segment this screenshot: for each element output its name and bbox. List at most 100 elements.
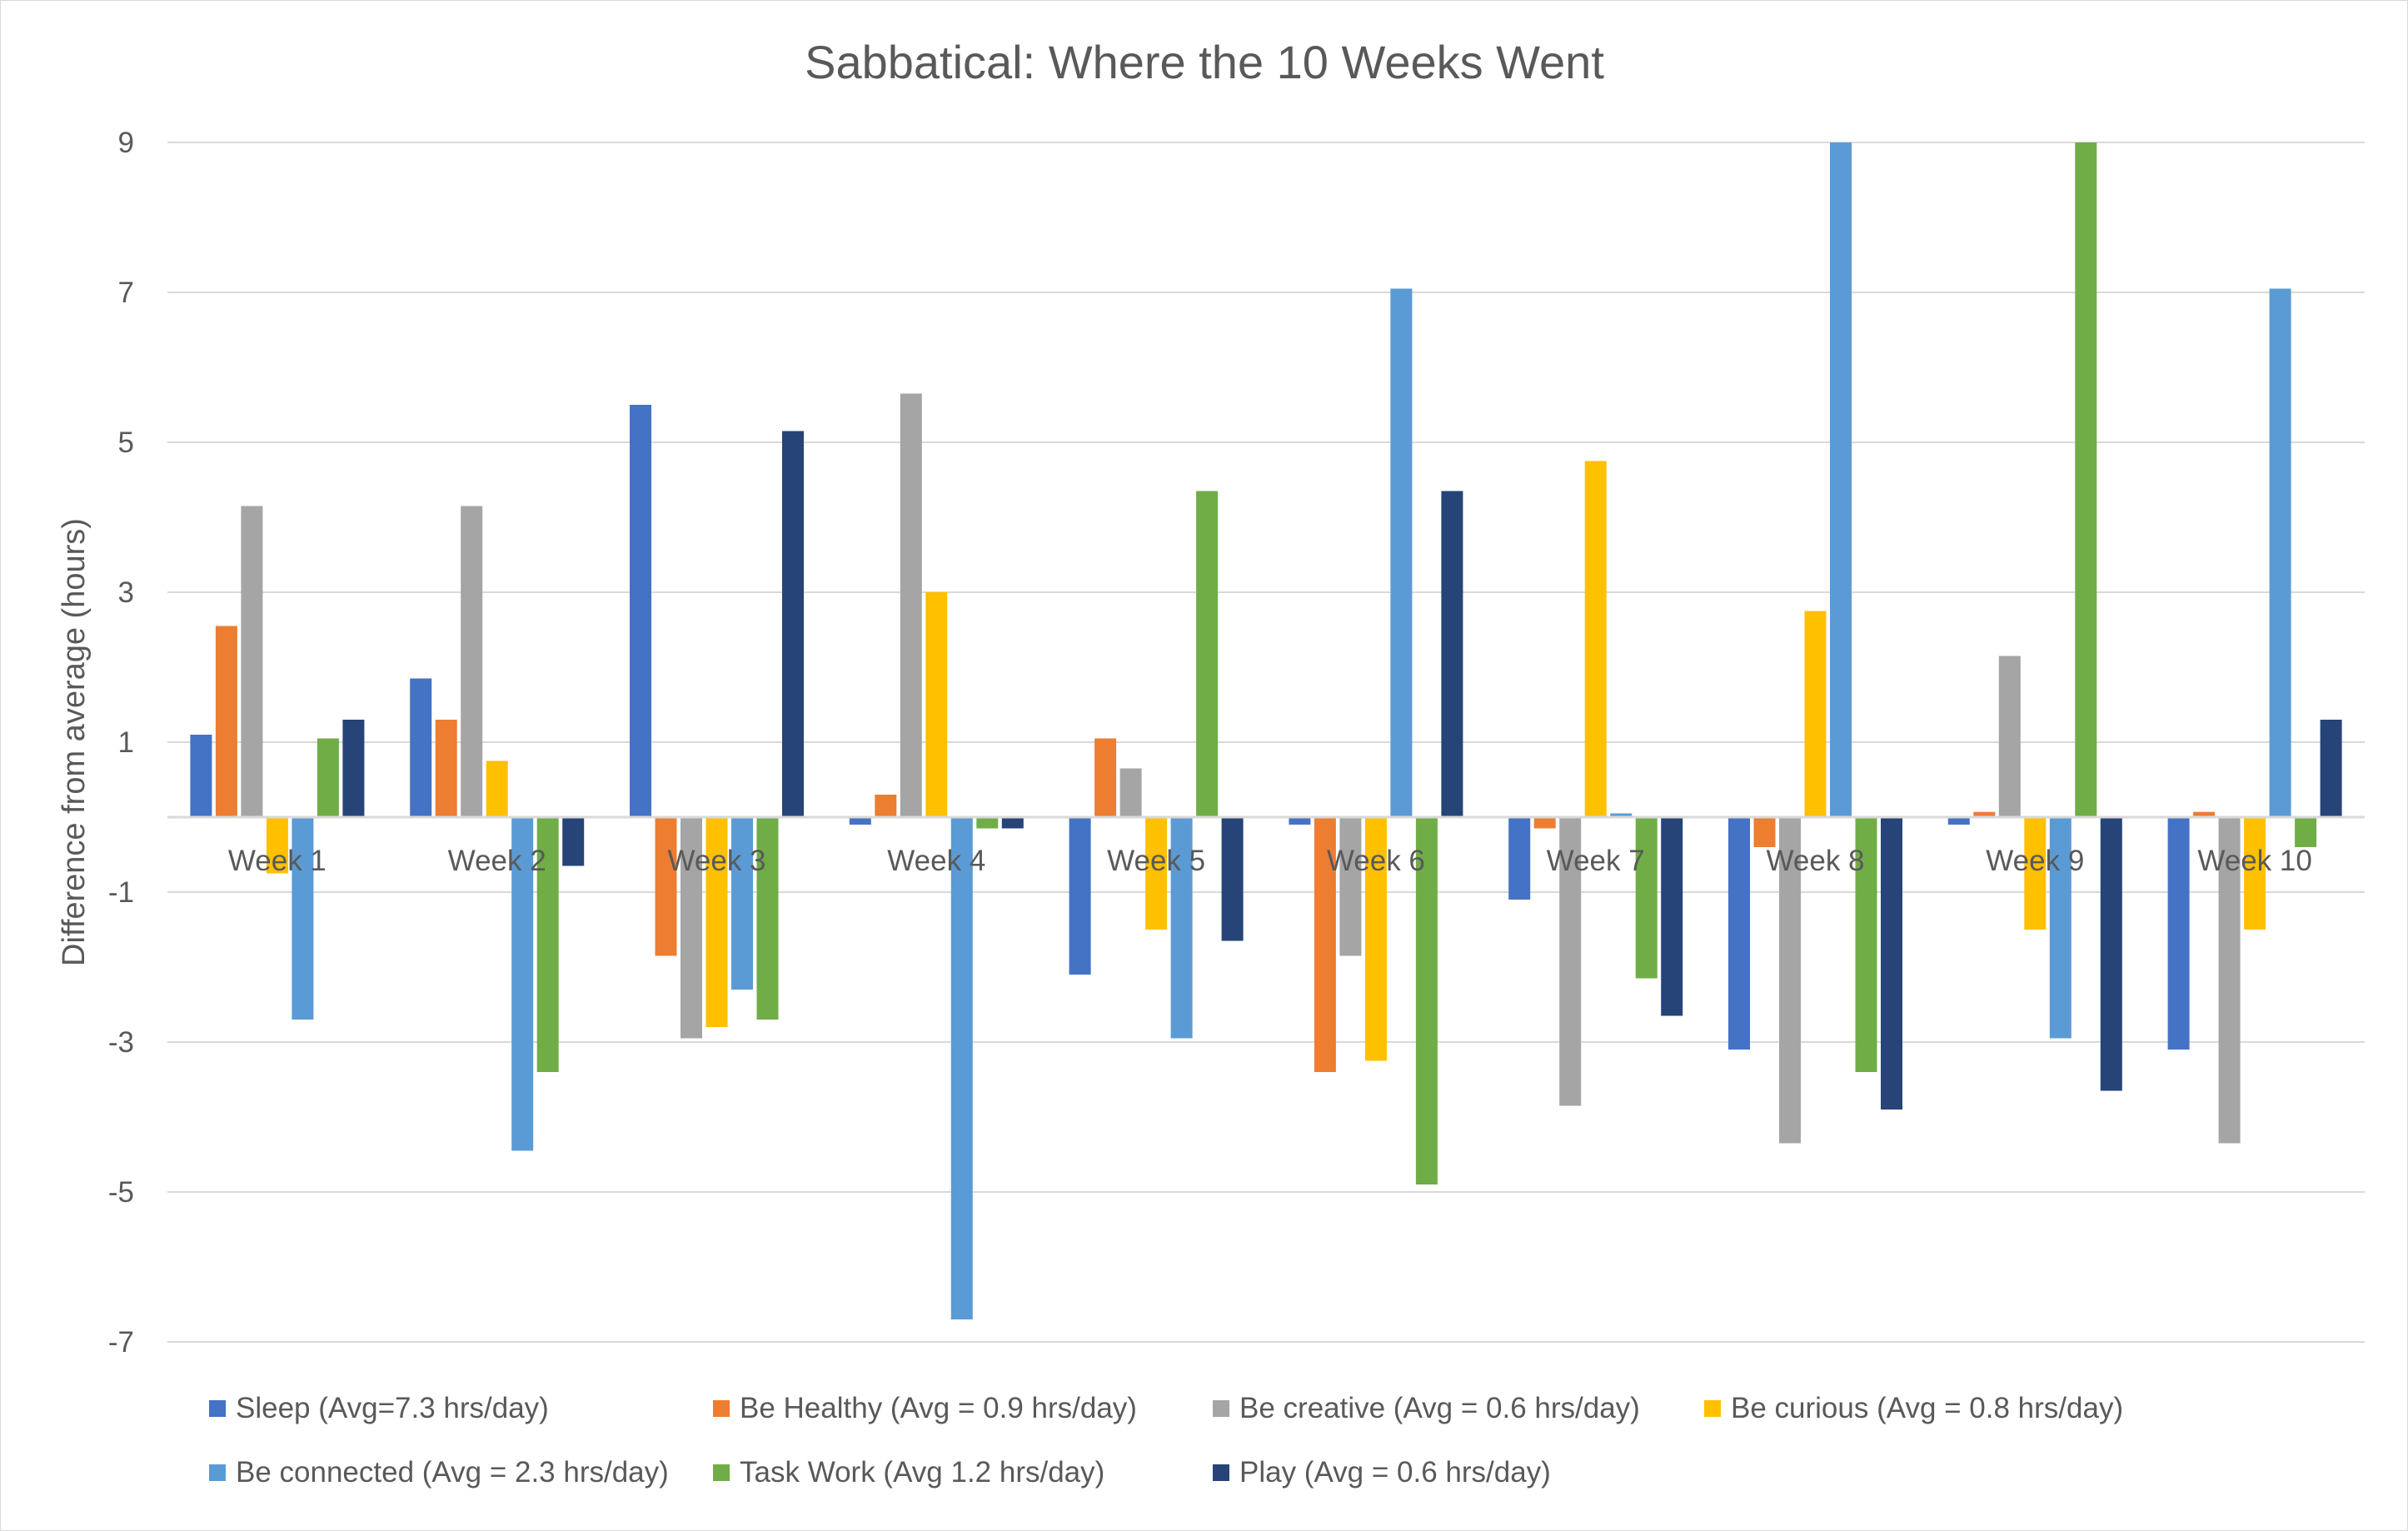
- x-tick-label: Week 8: [1766, 845, 1864, 877]
- x-tick-label: Week 2: [448, 845, 546, 877]
- legend-label: Task Work (Avg 1.2 hrs/day): [740, 1456, 1105, 1489]
- legend-item: Be Healthy (Avg = 0.9 hrs/day): [713, 1388, 1137, 1429]
- chart-legend: Sleep (Avg=7.3 hrs/day) Be Healthy (Avg =…: [209, 1388, 2341, 1513]
- bar: [266, 817, 288, 874]
- bar: [1196, 491, 1219, 817]
- bar: [2269, 288, 2291, 817]
- bar: [2218, 817, 2241, 1144]
- legend-item: Be curious (Avg = 0.8 hrs/day): [1704, 1388, 2123, 1429]
- bar: [705, 817, 728, 1027]
- bar: [1973, 811, 1996, 817]
- bar: [925, 592, 948, 817]
- x-tick-label: Week 1: [228, 845, 327, 877]
- legend-label: Be Healthy (Avg = 0.9 hrs/day): [740, 1392, 1137, 1424]
- bar: [292, 817, 314, 1020]
- bar: [976, 817, 999, 829]
- bar: [536, 817, 559, 1072]
- legend-swatch: [1213, 1400, 1229, 1417]
- bar: [2193, 811, 2216, 817]
- bar: [486, 761, 508, 817]
- x-tick-label: Week 4: [887, 845, 985, 877]
- gridlines: [167, 142, 2365, 1343]
- bar: [2320, 720, 2342, 817]
- legend-swatch: [209, 1400, 226, 1417]
- legend-swatch: [713, 1400, 730, 1417]
- bar: [2024, 817, 2047, 930]
- bar: [1339, 817, 1362, 956]
- bar: [342, 720, 365, 817]
- bar: [1881, 817, 1902, 1110]
- x-tick-label: Week 10: [2197, 845, 2312, 877]
- y-tick-label: -1: [108, 876, 134, 909]
- bar: [681, 817, 702, 1039]
- bar: [1998, 656, 2021, 817]
- bar: [655, 817, 677, 956]
- bar: [1584, 461, 1607, 817]
- bar: [2049, 817, 2071, 1039]
- bar: [511, 817, 534, 1151]
- bars: [190, 142, 2342, 1319]
- bar: [900, 393, 922, 817]
- bar: [950, 817, 973, 1319]
- bar: [1094, 738, 1117, 817]
- y-tick-label: -7: [108, 1326, 134, 1359]
- x-tick-label: Week 6: [1327, 845, 1425, 877]
- bar: [875, 795, 897, 817]
- legend-label: Be connected (Avg = 2.3 hrs/day): [236, 1456, 669, 1489]
- y-tick-label: 1: [118, 726, 134, 759]
- bar: [1289, 817, 1311, 825]
- y-tick-labels: 9 7 5 3 1 -1 -3 -5 -7: [108, 127, 134, 1359]
- bar: [849, 817, 871, 825]
- bar: [2295, 817, 2317, 847]
- legend-swatch: [1704, 1400, 1721, 1417]
- bar: [1364, 817, 1387, 1061]
- y-tick-label: 3: [118, 576, 134, 609]
- bar: [1830, 142, 1852, 817]
- y-tick-label: -5: [108, 1176, 134, 1209]
- y-tick-label: 9: [118, 127, 134, 159]
- bar: [410, 678, 432, 817]
- bar: [1804, 611, 1827, 817]
- bar: [215, 626, 237, 817]
- bar: [1069, 817, 1091, 975]
- bar: [1559, 817, 1582, 1106]
- bar: [1753, 817, 1776, 847]
- x-tick-labels: Week 1 Week 2 Week 3 Week 4 Week 5 Week 6 Week…: [228, 845, 2312, 877]
- legend-swatch: [713, 1464, 730, 1481]
- x-tick-label: Week 3: [667, 845, 765, 877]
- bar: [562, 817, 585, 866]
- bar: [2100, 817, 2122, 1091]
- bar: [1779, 817, 1801, 1144]
- bar: [1145, 817, 1168, 930]
- bar: [782, 431, 804, 817]
- y-tick-label: 5: [118, 426, 134, 459]
- bar: [2075, 142, 2097, 817]
- legend-label: Be curious (Avg = 0.8 hrs/day): [1731, 1392, 2124, 1424]
- bar: [1661, 817, 1683, 1016]
- legend-item: Task Work (Avg 1.2 hrs/day): [713, 1452, 1104, 1494]
- bar: [1119, 768, 1142, 817]
- bar: [435, 720, 457, 817]
- x-tick-label: Week 7: [1547, 845, 1645, 877]
- bar: [756, 817, 779, 1020]
- bar: [1390, 288, 1413, 817]
- bar: [1170, 817, 1193, 1039]
- legend-item: Be creative (Avg = 0.6 hrs/day): [1213, 1388, 1640, 1429]
- bar: [1635, 817, 1658, 979]
- bar: [1441, 491, 1463, 817]
- legend-item: Sleep (Avg=7.3 hrs/day): [209, 1388, 549, 1429]
- bar: [1855, 817, 1877, 1072]
- bar: [317, 738, 339, 817]
- bar: [630, 405, 651, 817]
- bar: [1001, 817, 1024, 829]
- x-tick-label: Week 9: [1986, 845, 2084, 877]
- y-tick-label: -3: [108, 1026, 134, 1059]
- legend-item: Be connected (Avg = 2.3 hrs/day): [209, 1452, 669, 1494]
- bar: [1728, 817, 1750, 1050]
- bar: [461, 506, 483, 817]
- bar: [1533, 817, 1556, 829]
- x-tick-label: Week 5: [1107, 845, 1205, 877]
- y-axis-label: Difference from average (hours): [57, 518, 92, 966]
